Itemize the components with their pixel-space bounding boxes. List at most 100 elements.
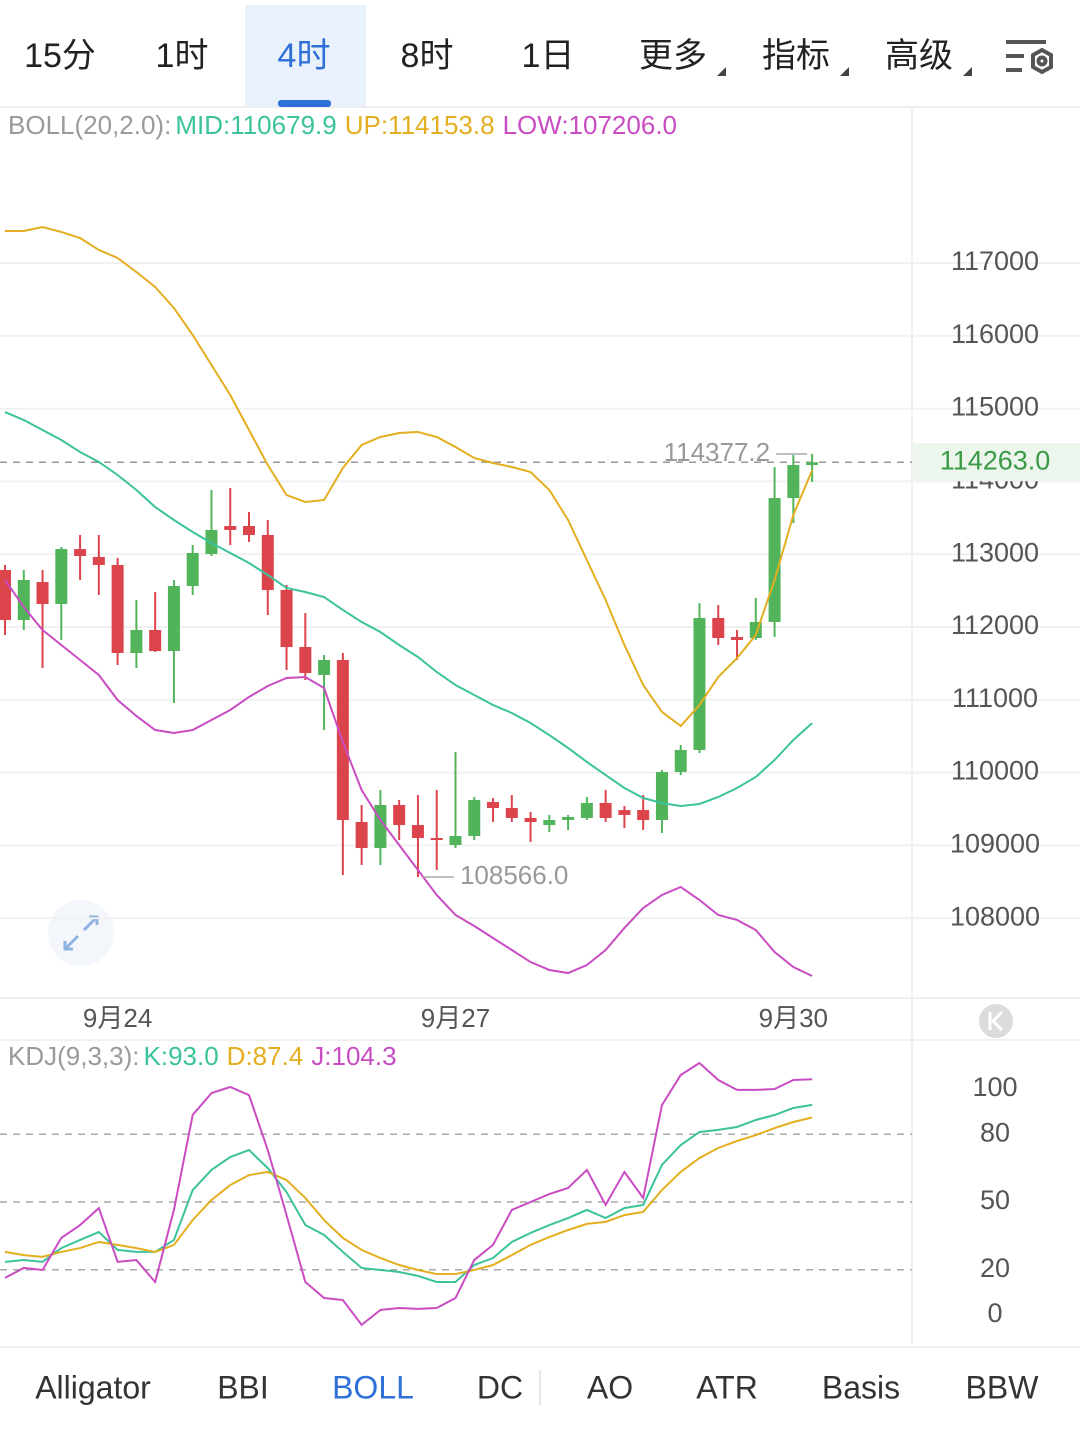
candle-body [130, 629, 143, 653]
extreme-label: 108566.0 [460, 860, 568, 890]
y-tick-label: 109000 [950, 829, 1040, 859]
period-tab[interactable]: 8时 [401, 37, 454, 75]
candle-body [505, 807, 518, 818]
icon-stroke [1031, 47, 1053, 75]
candle-body [149, 629, 162, 652]
y-tick-label: 110000 [951, 756, 1039, 786]
candle-body [0, 569, 11, 621]
candle-body [224, 526, 237, 530]
legend: BOLL(20,2.0): MID:110679.9 UP:114153.8 LOW:… [8, 110, 677, 140]
indicator-tab[interactable]: AO [587, 1369, 633, 1405]
candle-body [355, 821, 368, 849]
candle-body [655, 772, 668, 820]
menu-tab[interactable]: 指标 [762, 37, 830, 75]
indicator-line [4, 411, 813, 808]
candle-body [167, 586, 180, 652]
button-bg [979, 1004, 1013, 1038]
indicator-tab[interactable]: Basis [822, 1369, 900, 1405]
candle-body [111, 564, 124, 653]
indicator-tab[interactable]: BBI [217, 1369, 269, 1405]
candle-body [36, 582, 49, 604]
candle-body [430, 837, 443, 841]
extreme-label: 114377.2 [664, 437, 771, 467]
indicator-tab[interactable]: BOLL [332, 1369, 414, 1405]
legend-entry: D:87.4 [227, 1041, 304, 1071]
candle-body [74, 549, 87, 557]
y-tick-label: 0 [987, 1298, 1002, 1328]
legend: KDJ(9,3,3): K:93.0 D:87.4 J:104.3 [8, 1041, 397, 1071]
candle-body [261, 534, 274, 591]
y-tick-label: 20 [980, 1253, 1010, 1283]
expand-button[interactable] [48, 900, 114, 966]
x-tick-label: 9月30 [759, 1003, 828, 1033]
button-bg [48, 900, 114, 966]
candle-body [449, 836, 462, 845]
candle-body [712, 617, 725, 638]
candle-body [243, 526, 256, 535]
candle-body [411, 825, 424, 838]
indicator-tab[interactable]: Alligator [35, 1369, 151, 1405]
last-price-badge [913, 443, 1080, 482]
indicator-line [4, 579, 813, 977]
reset-icon [988, 1010, 1004, 1032]
dropdown-marker [963, 67, 972, 76]
legend-title: BOLL(20,2.0): [8, 110, 171, 140]
y-tick-label: 113000 [951, 537, 1039, 567]
dropdown-marker [840, 67, 849, 76]
period-tab[interactable]: 4时 [278, 37, 331, 75]
y-tick-label: 108000 [950, 901, 1040, 931]
candle-body [318, 659, 331, 675]
y-tick-label: 112000 [951, 610, 1039, 640]
candle-body [299, 647, 312, 674]
dropdown-marker [717, 67, 726, 76]
indicator-tab[interactable]: DC [477, 1369, 523, 1405]
candle-body [806, 462, 819, 466]
indicator-line [4, 1061, 813, 1327]
legend-entry: MID:110679.9 [175, 110, 336, 140]
indicator-line [4, 1116, 813, 1276]
legend-entry: LOW:107206.0 [503, 110, 677, 140]
candle-body [731, 636, 744, 640]
candle-body [618, 810, 631, 815]
x-tick-label: 9月24 [83, 1003, 152, 1033]
menu-tab[interactable]: 更多 [639, 37, 707, 75]
legend-entry: J:104.3 [311, 1041, 396, 1071]
indicator-line [4, 1103, 813, 1283]
indicator-tab[interactable]: BBW [966, 1369, 1040, 1405]
y-tick-label: 116000 [951, 319, 1039, 349]
candle-body [580, 802, 593, 818]
candle-body [55, 549, 68, 604]
candle-body [693, 617, 706, 750]
y-tick-label: 100 [972, 1072, 1017, 1102]
x-tick-label: 9月27 [421, 1003, 490, 1033]
candle-body [186, 552, 199, 587]
period-tab[interactable]: 15分 [24, 37, 96, 75]
indicator-line [5, 226, 814, 728]
icon-stroke [1036, 55, 1048, 67]
y-tick-label: 111000 [952, 683, 1038, 713]
y-tick-label: 80 [980, 1117, 1010, 1147]
candle-body [787, 465, 800, 498]
expand-icon [63, 915, 99, 951]
indicator-tab[interactable]: ATR [696, 1369, 758, 1405]
active-tab-bg [245, 5, 366, 106]
candle-body [768, 497, 781, 622]
candle-body [280, 590, 293, 648]
candle-body [92, 556, 105, 565]
menu-tab[interactable]: 高级 [885, 37, 953, 75]
y-tick-label: 50 [980, 1185, 1010, 1215]
reset-button[interactable] [979, 1004, 1013, 1038]
candle-body [543, 820, 556, 826]
y-tick-label: 115000 [951, 392, 1039, 422]
period-tab[interactable]: 1时 [156, 37, 209, 75]
active-tab-indicator [278, 100, 331, 107]
candle-body [487, 802, 500, 808]
period-tab[interactable]: 1日 [522, 37, 575, 75]
candle-body [637, 810, 650, 820]
settings-icon[interactable] [1006, 40, 1053, 75]
last-price-label: 114263.0 [940, 445, 1051, 475]
candle-body [468, 799, 481, 837]
